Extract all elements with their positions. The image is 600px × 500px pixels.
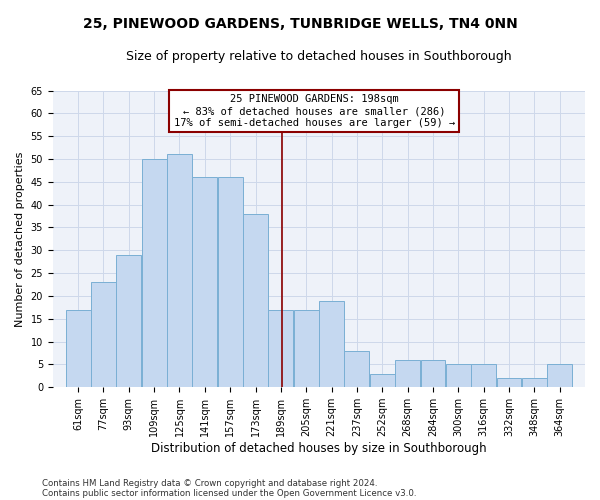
Y-axis label: Number of detached properties: Number of detached properties (15, 151, 25, 326)
Bar (218, 178, 242, 387)
Text: 25, PINEWOOD GARDENS, TUNBRIDGE WELLS, TN4 0NN: 25, PINEWOOD GARDENS, TUNBRIDGE WELLS, T… (83, 18, 517, 32)
Title: Size of property relative to detached houses in Southborough: Size of property relative to detached ho… (126, 50, 512, 63)
X-axis label: Distribution of detached houses by size in Southborough: Distribution of detached houses by size … (151, 442, 487, 455)
Bar (547, 364, 572, 387)
Bar (395, 360, 420, 387)
Bar (471, 364, 496, 387)
Bar (421, 360, 445, 387)
Bar (193, 178, 217, 387)
Bar (142, 159, 167, 387)
Bar (497, 378, 521, 387)
Bar (370, 374, 395, 387)
Text: Contains public sector information licensed under the Open Government Licence v3: Contains public sector information licen… (42, 488, 416, 498)
Bar (319, 300, 344, 387)
Bar (446, 364, 471, 387)
Bar (344, 350, 370, 387)
Text: 25 PINEWOOD GARDENS: 198sqm
← 83% of detached houses are smaller (286)
17% of se: 25 PINEWOOD GARDENS: 198sqm ← 83% of det… (173, 94, 455, 128)
Bar (91, 282, 116, 387)
Bar (268, 310, 293, 387)
Bar (167, 154, 192, 387)
Bar (522, 378, 547, 387)
Text: Contains HM Land Registry data © Crown copyright and database right 2024.: Contains HM Land Registry data © Crown c… (42, 478, 377, 488)
Bar (116, 255, 141, 387)
Bar (65, 310, 91, 387)
Bar (294, 310, 319, 387)
Bar (243, 214, 268, 387)
